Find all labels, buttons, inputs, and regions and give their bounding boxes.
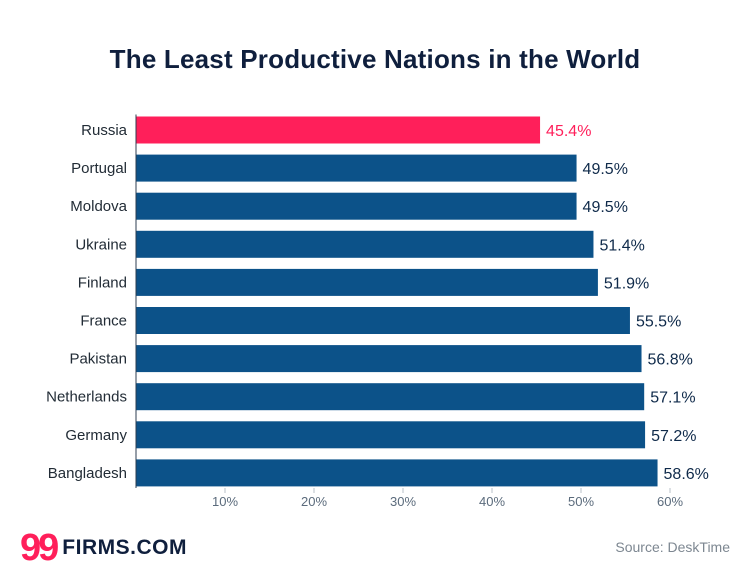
data-label: 51.9% xyxy=(604,275,649,292)
x-tick-label: 30% xyxy=(390,494,416,509)
data-label: 55.5% xyxy=(636,314,681,331)
data-label: 49.5% xyxy=(583,199,628,216)
category-label: Finland xyxy=(78,274,127,291)
brand-logo: 99 FIRMS.COM xyxy=(20,528,187,568)
x-tick-label: 40% xyxy=(479,494,505,509)
data-label: 57.2% xyxy=(651,428,696,445)
bar xyxy=(136,459,658,487)
bar xyxy=(136,383,645,411)
category-label: Netherlands xyxy=(46,389,127,406)
bar-chart: Russia 45.4% Portugal 49.5% Moldova 49.5% Ukra… xyxy=(46,114,709,509)
category-label: Russia xyxy=(81,122,128,139)
bar xyxy=(136,230,594,258)
bar xyxy=(136,307,630,334)
bar xyxy=(136,116,541,144)
x-tick-label: 20% xyxy=(301,494,327,509)
x-tick-label: 10% xyxy=(212,494,238,509)
bar xyxy=(136,192,577,220)
category-label: Portugal xyxy=(71,160,127,177)
category-label: Bangladesh xyxy=(48,465,127,482)
category-label: Germany xyxy=(65,427,127,444)
logo-text: FIRMS.COM xyxy=(62,536,187,559)
bar xyxy=(136,268,598,296)
data-label: 45.4% xyxy=(546,123,591,140)
data-label: 49.5% xyxy=(583,161,628,178)
data-label: 51.4% xyxy=(599,237,644,254)
data-label: 58.6% xyxy=(664,466,709,483)
x-tick-label: 50% xyxy=(568,494,594,509)
x-tick-label: 60% xyxy=(657,494,683,509)
data-label: 57.1% xyxy=(650,390,695,407)
category-label: Pakistan xyxy=(69,351,127,368)
data-label: 56.8% xyxy=(648,352,693,369)
source-note: Source: DeskTime xyxy=(615,539,730,555)
bar xyxy=(136,154,577,182)
logo-mark: 99 xyxy=(20,527,59,569)
category-label: France xyxy=(80,313,127,330)
bar xyxy=(136,421,646,449)
category-label: Ukraine xyxy=(75,236,127,253)
chart-title: The Least Productive Nations in the Worl… xyxy=(109,44,641,74)
bar xyxy=(136,345,642,373)
category-label: Moldova xyxy=(70,198,127,215)
